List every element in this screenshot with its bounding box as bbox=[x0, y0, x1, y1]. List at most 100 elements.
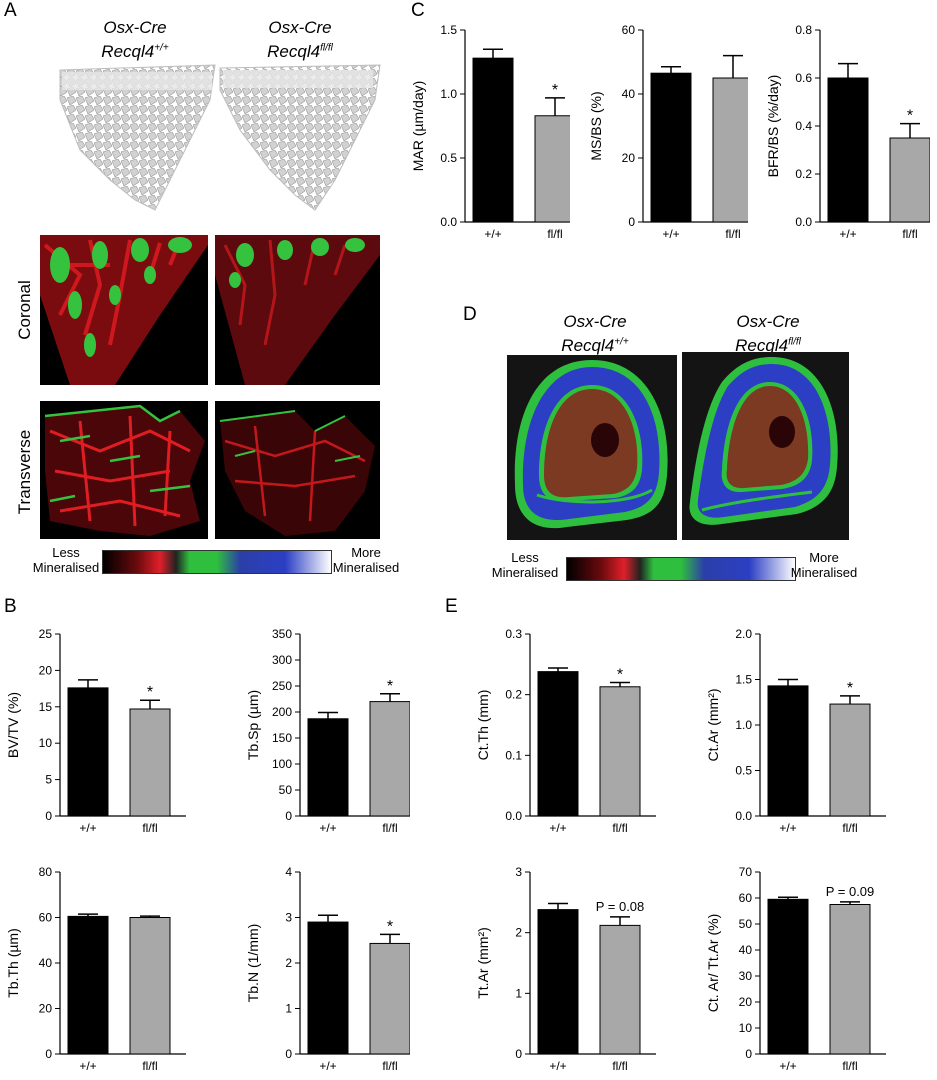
y-tick-label: 30 bbox=[739, 969, 753, 983]
panel-label-b: B bbox=[4, 596, 17, 617]
x-tick-label: fl/fl bbox=[382, 821, 397, 835]
bar bbox=[537, 671, 579, 817]
bar bbox=[67, 915, 109, 1055]
genotype-header-ko-d: Osx-Cre Recql4fl/fl bbox=[693, 312, 843, 356]
y-tick-label: 20 bbox=[39, 1002, 53, 1016]
y-tick-label: 60 bbox=[622, 23, 636, 37]
genotype-header-ko-a: Osx-Cre Recql4fl/fl bbox=[225, 18, 375, 62]
chart-bfr-bs: BFR/BS (%/day) 0.0 0.2 0.4 0.6 0.8 +/+ fl/fl * bbox=[765, 23, 930, 241]
y-tick-label: 40 bbox=[39, 956, 53, 970]
y-tick-label: 0.0 bbox=[735, 809, 752, 823]
chart-mar: MAR (µm/day) 0.0 0.5 1.0 1.5 +/+ fl/fl * bbox=[410, 23, 570, 241]
y-tick-label: 0 bbox=[515, 1047, 522, 1061]
genotype-line1: Osx-Cre bbox=[563, 312, 627, 331]
x-tick-label: +/+ bbox=[549, 1059, 566, 1073]
y-tick-label: 250 bbox=[272, 679, 292, 693]
bar bbox=[829, 904, 871, 1055]
chart-bv-tv: BV/TV (%) 0 5 10 15 20 25 +/+ fl/fl * bbox=[5, 627, 186, 835]
y-tick-label: 3 bbox=[285, 911, 292, 925]
genotype-header-wt-d: Osx-Cre Recql4+/+ bbox=[520, 312, 670, 356]
x-tick-label: +/+ bbox=[779, 821, 796, 835]
y-tick-label: 1.0 bbox=[440, 87, 457, 101]
y-tick-label: 60 bbox=[739, 891, 753, 905]
significance-asterisk: * bbox=[847, 680, 853, 697]
y-tick-label: 1.0 bbox=[735, 718, 752, 732]
y-tick-label: 20 bbox=[39, 663, 53, 677]
y-tick-label: 0.5 bbox=[735, 764, 752, 778]
y-tick-label: 2 bbox=[285, 956, 292, 970]
chart-ms-bs: MS/BS (%) 0 20 40 60 +/+ fl/fl bbox=[588, 23, 748, 241]
y-tick-label: 1 bbox=[515, 986, 522, 1000]
y-tick-label: 0.4 bbox=[795, 119, 812, 133]
panel-label-a: A bbox=[4, 0, 17, 21]
x-tick-label: fl/fl bbox=[142, 821, 157, 835]
x-tick-label: fl/fl bbox=[842, 821, 857, 835]
bar bbox=[307, 921, 349, 1055]
y-tick-label: 5 bbox=[45, 773, 52, 787]
genotype-line2: Recql4+/+ bbox=[561, 335, 629, 355]
y-tick-label: 300 bbox=[272, 653, 292, 667]
chart-ct-th: Ct.Th (mm) 0.0 0.1 0.2 0.3 +/+ fl/fl * bbox=[475, 627, 656, 835]
mineralisation-gradient-bar-a bbox=[102, 550, 332, 574]
coronal-image-wt bbox=[40, 235, 208, 385]
chart-tb-n: Tb.N (1/mm) 0 1 2 3 4 +/+ fl/fl * bbox=[245, 865, 410, 1073]
gradient-more-label-a: More Mineralised bbox=[332, 545, 400, 575]
y-axis-label: Tb.Sp (µm) bbox=[245, 690, 261, 760]
y-tick-label: 10 bbox=[39, 736, 53, 750]
bar bbox=[829, 703, 871, 817]
y-axis-label: Tb.Th (µm) bbox=[5, 928, 21, 998]
p-value-label: P = 0.08 bbox=[596, 899, 645, 914]
view-label-coronal: Coronal bbox=[15, 280, 34, 340]
y-tick-label: 3 bbox=[515, 865, 522, 879]
x-tick-label: fl/fl bbox=[725, 227, 740, 241]
chart-tb-sp: Tb.Sp (µm) 0 50 100 150 200 250 300 350 +/+ fl/fl * bbox=[245, 627, 410, 835]
y-tick-label: 25 bbox=[39, 627, 53, 641]
y-tick-label: 0 bbox=[745, 1047, 752, 1061]
y-tick-label: 0 bbox=[45, 809, 52, 823]
x-tick-label: fl/fl bbox=[612, 1059, 627, 1073]
gradient-less-label-d: Less Mineralised bbox=[491, 550, 559, 580]
bar bbox=[369, 942, 410, 1055]
genotype-line2: Recql4fl/fl bbox=[735, 335, 801, 355]
cortical-section-wt bbox=[507, 355, 677, 540]
significance-asterisk: * bbox=[147, 684, 153, 701]
significance-asterisk: * bbox=[387, 678, 393, 695]
y-axis-label: MS/BS (%) bbox=[588, 91, 604, 160]
genotype-line2: Recql4fl/fl bbox=[267, 41, 333, 61]
genotype-line2: Recql4+/+ bbox=[101, 41, 169, 61]
y-axis-label: Ct.Th (mm) bbox=[475, 690, 491, 761]
y-tick-label: 20 bbox=[622, 151, 636, 165]
y-axis-label: Tt.Ar (mm²) bbox=[475, 927, 491, 999]
y-tick-label: 0.5 bbox=[440, 151, 457, 165]
y-tick-label: 0.3 bbox=[505, 627, 522, 641]
bar bbox=[129, 917, 171, 1055]
y-tick-label: 1.5 bbox=[440, 23, 457, 37]
y-tick-label: 20 bbox=[739, 995, 753, 1009]
y-tick-label: 0.0 bbox=[440, 215, 457, 229]
significance-asterisk: * bbox=[907, 108, 913, 125]
y-tick-label: 150 bbox=[272, 731, 292, 745]
gradient-more-label-d: More Mineralised bbox=[790, 550, 858, 580]
panel-label-e: E bbox=[445, 596, 458, 617]
y-tick-label: 1.5 bbox=[735, 673, 752, 687]
x-tick-label: +/+ bbox=[549, 821, 566, 835]
y-axis-label: BFR/BS (%/day) bbox=[765, 75, 781, 178]
x-tick-label: +/+ bbox=[662, 227, 679, 241]
cortical-section-ko bbox=[682, 352, 849, 540]
y-tick-label: 2.0 bbox=[735, 627, 752, 641]
chart-tb-th: Tb.Th (µm) 0 20 40 60 80 +/+ fl/fl bbox=[5, 865, 186, 1073]
y-tick-label: 0.0 bbox=[795, 215, 812, 229]
genotype-line1: Osx-Cre bbox=[268, 18, 332, 37]
gradient-less-label-a: Less Mineralised bbox=[32, 545, 100, 575]
y-tick-label: 0 bbox=[285, 809, 292, 823]
coronal-image-ko bbox=[215, 235, 380, 385]
significance-asterisk: * bbox=[387, 918, 393, 935]
x-tick-label: fl/fl bbox=[842, 1059, 857, 1073]
bar bbox=[307, 718, 349, 817]
bar bbox=[767, 685, 809, 817]
chart-ct-ar: Ct.Ar (mm²) 0.0 0.5 1.0 1.5 2.0 +/+ fl/fl * bbox=[705, 627, 886, 835]
x-tick-label: fl/fl bbox=[547, 227, 562, 241]
x-tick-label: +/+ bbox=[79, 1059, 96, 1073]
y-tick-label: 0.2 bbox=[795, 167, 812, 181]
y-tick-label: 40 bbox=[622, 87, 636, 101]
